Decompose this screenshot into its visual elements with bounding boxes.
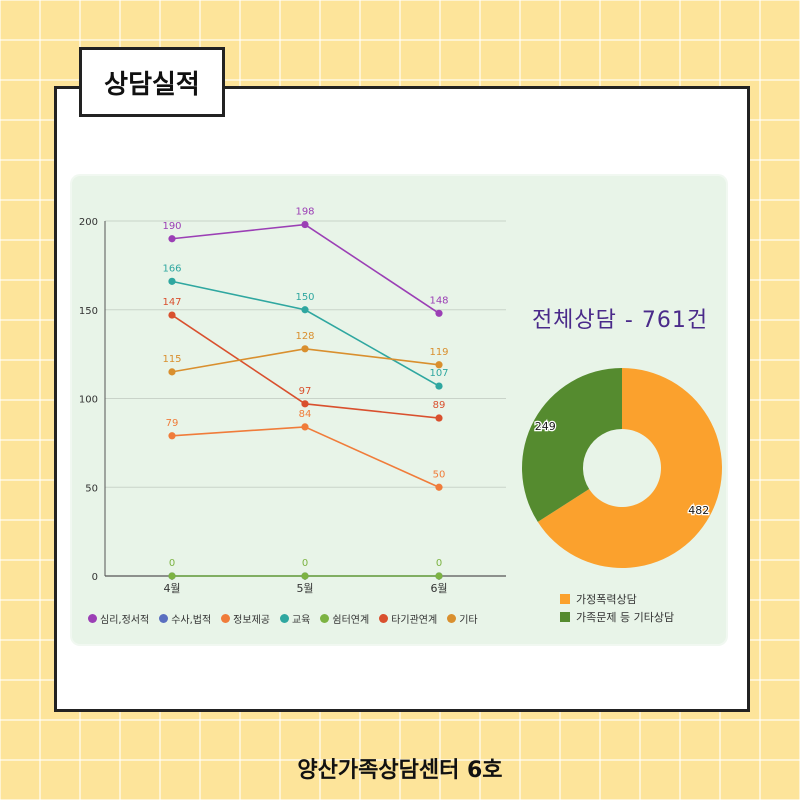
data-label: 198 xyxy=(295,207,314,218)
legend-item: 교육 xyxy=(279,611,311,626)
data-label: 128 xyxy=(295,331,314,342)
data-label: 150 xyxy=(295,292,314,303)
data-point xyxy=(435,572,443,580)
data-point xyxy=(168,368,176,376)
x-tick-label: 4월 xyxy=(163,582,180,595)
x-tick-label: 6월 xyxy=(430,582,447,595)
data-point xyxy=(168,572,176,580)
legend-label: 정보제공 xyxy=(233,614,270,626)
data-label: 115 xyxy=(162,354,181,365)
y-tick-label: 200 xyxy=(79,217,98,228)
data-point xyxy=(435,382,443,390)
legend-marker xyxy=(279,613,289,623)
legend-item: 가족문제 등 기타상담 xyxy=(560,608,730,626)
data-point xyxy=(435,309,443,317)
data-label: 166 xyxy=(162,263,181,274)
data-point xyxy=(301,400,309,408)
data-label: 0 xyxy=(436,558,442,569)
legend-item: 수사,법적 xyxy=(159,611,211,626)
section-tag: 상담실적 xyxy=(79,47,225,117)
series-line xyxy=(171,426,440,488)
data-label: 97 xyxy=(299,386,312,397)
legend-marker xyxy=(447,613,457,623)
data-label: 190 xyxy=(162,221,181,232)
section-title: 상담실적 xyxy=(104,69,200,100)
data-point xyxy=(435,483,443,491)
donut-slice xyxy=(522,367,622,522)
legend-label: 교육 xyxy=(291,614,311,626)
data-label: 50 xyxy=(433,469,446,480)
data-label: 84 xyxy=(299,409,312,420)
legend-label: 가정폭력상담 xyxy=(576,593,637,606)
slice-label: 249 xyxy=(535,420,556,433)
y-tick-label: 50 xyxy=(85,483,98,494)
y-tick-label: 100 xyxy=(79,395,98,406)
legend-item: 기타 xyxy=(447,611,478,626)
y-tick-label: 0 xyxy=(92,572,98,583)
legend-label: 수사,법적 xyxy=(171,614,212,626)
x-tick-label: 5월 xyxy=(296,582,313,595)
slice-label: 482 xyxy=(688,504,709,517)
legend-marker xyxy=(320,613,330,623)
data-label: 79 xyxy=(166,418,179,429)
legend-marker xyxy=(560,612,570,622)
legend-marker xyxy=(88,613,97,623)
y-tick-label: 150 xyxy=(79,306,98,317)
data-point xyxy=(435,361,443,369)
data-label: 148 xyxy=(429,295,448,306)
data-point xyxy=(301,220,309,229)
footer-title: 양산가족상담센터 6호 xyxy=(297,758,503,783)
donut-slice xyxy=(537,368,723,569)
data-label: 147 xyxy=(162,297,181,308)
data-point xyxy=(301,345,309,353)
data-label: 0 xyxy=(169,558,175,569)
data-point xyxy=(301,572,309,580)
legend-marker xyxy=(379,613,389,623)
data-point xyxy=(168,277,176,285)
data-label: 0 xyxy=(302,558,308,569)
data-point xyxy=(301,306,309,314)
data-label: 119 xyxy=(429,347,448,358)
legend-label: 타기관연계 xyxy=(391,614,438,626)
legend-item: 정보제공 xyxy=(221,611,270,626)
data-point xyxy=(168,235,176,243)
legend-label: 기타 xyxy=(459,614,478,626)
data-label: 89 xyxy=(433,400,446,411)
data-point xyxy=(168,311,176,319)
legend-label: 가족문제 등 기타상담 xyxy=(576,611,675,624)
data-point xyxy=(168,432,176,440)
line-chart-legend: 심리,정서적 수사,법적 정보제공 교육 쉼터연계 타기관연계 기타 xyxy=(88,608,508,628)
data-point xyxy=(435,414,443,422)
legend-label: 심리,정서적 xyxy=(100,614,150,626)
data-point xyxy=(301,423,309,431)
donut-chart: 482 249 xyxy=(522,367,723,569)
legend-item: 쉼터연계 xyxy=(320,611,369,626)
legend-label: 쉼터연계 xyxy=(332,614,370,626)
legend-item: 가정폭력상담 xyxy=(560,590,730,608)
legend-item: 심리,정서적 xyxy=(88,611,149,626)
legend-marker xyxy=(159,613,169,623)
data-label: 107 xyxy=(429,368,448,379)
line-chart: 0 50 100 150 200 4월 5월 6월 190 198 148 0 0 0 79 84 50 166 1… xyxy=(79,207,506,595)
donut-chart-title: 전체상담 - 761건 xyxy=(531,308,709,333)
legend-item: 타기관연계 xyxy=(379,611,437,626)
legend-marker xyxy=(560,594,570,604)
legend-marker xyxy=(221,613,231,623)
